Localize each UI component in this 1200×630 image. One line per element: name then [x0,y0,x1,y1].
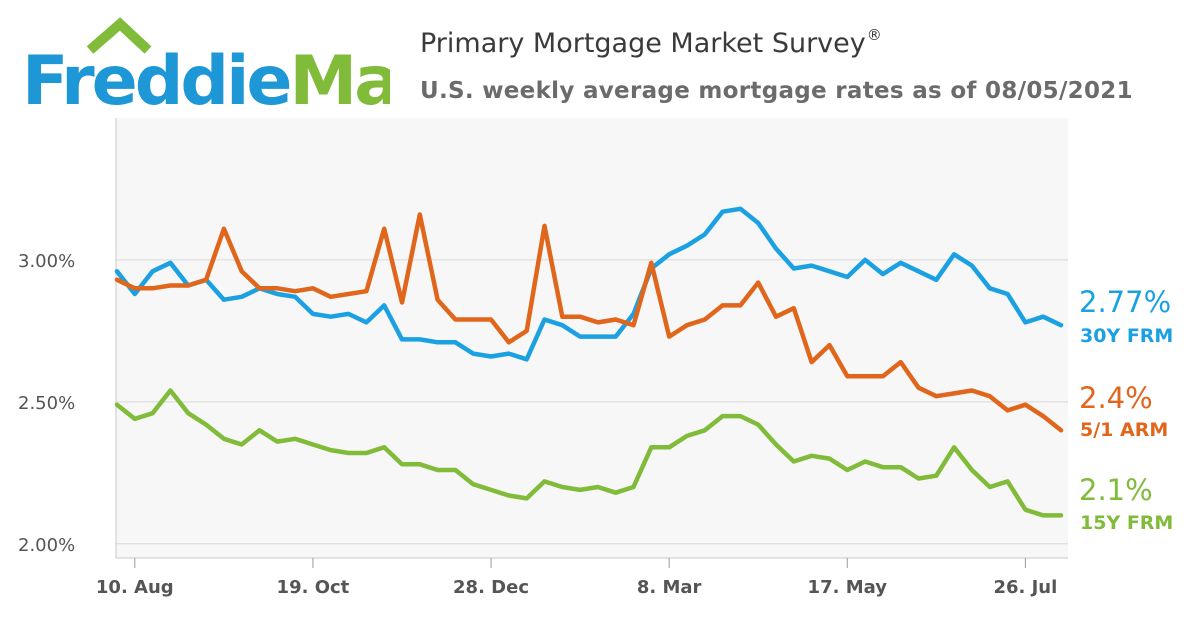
y-tick-label: 3.00% [18,251,75,272]
x-axis: 10. Aug 19. Oct 28. Dec 8. Mar 17. May 26. Ju… [96,118,1068,598]
chart-title: Primary Mortgage Market Survey® [420,26,882,59]
x-tick-label: 17. May [808,577,888,598]
series-end-labels: 2.77% 30Y FRM 2.4% 5/1 ARM 2.1% 15Y FRM [1079,285,1173,534]
x-tick-label: 8. Mar [637,577,702,598]
series-line-frm15 [114,388,1064,518]
y-tick-label: 2.00% [18,535,75,556]
grid-lines [116,259,1068,545]
x-tick-label: 19. Oct [277,577,350,598]
series-line-arm51 [114,212,1064,433]
registered-mark: ® [866,26,882,44]
end-value-frm30: 2.77% [1079,285,1171,319]
end-name-arm51: 5/1 ARM [1080,419,1168,441]
svg-text:FreddieMac: FreddieMac [22,42,390,114]
series-line-frm30 [114,206,1064,362]
logo-roof-icon [86,17,152,54]
end-name-frm30: 30Y FRM [1080,325,1173,347]
x-tick-label: 28. Dec [453,577,529,598]
freddie-mac-logo: FreddieMac [22,17,390,114]
end-value-arm51: 2.4% [1079,381,1153,415]
series-lines [114,206,1064,518]
x-tick-label: 10. Aug [96,577,174,598]
y-tick-label: 2.50% [18,393,75,414]
end-name-frm15: 15Y FRM [1080,512,1173,534]
end-value-frm15: 2.1% [1079,473,1153,507]
y-axis-labels: 2.00% 2.50% 3.00% [18,251,75,556]
x-tick-label: 26. Jul [993,577,1057,598]
chart-subtitle: U.S. weekly average mortgage rates as of… [420,78,1133,104]
